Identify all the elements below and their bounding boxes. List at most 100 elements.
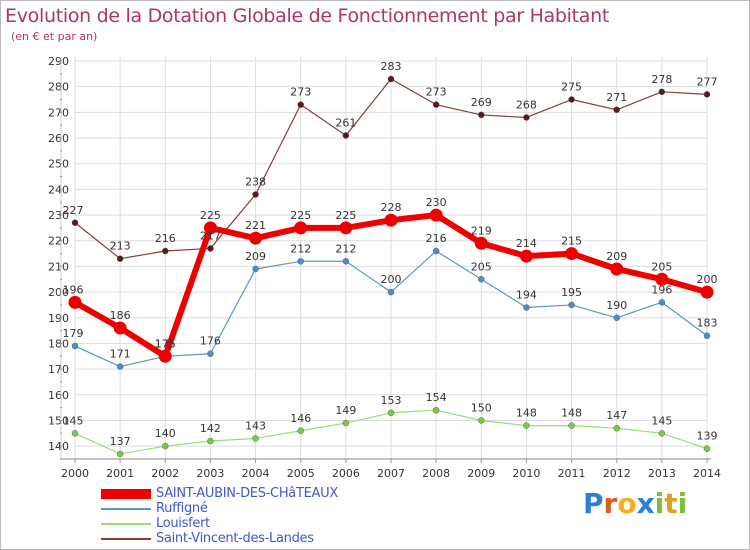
legend-swatch: [101, 523, 151, 525]
brand-logo: Proxiti: [583, 487, 687, 520]
x-tick-label: 2011: [558, 467, 586, 480]
data-label: 269: [471, 96, 492, 109]
brand-letter: t: [664, 487, 678, 520]
x-tick-label: 2014: [693, 467, 721, 480]
data-label: 277: [697, 75, 718, 88]
data-label: 261: [335, 116, 356, 129]
data-label: 217: [200, 229, 221, 242]
legend-item: SAINT-AUBIN-DES-CHâTEAUX: [101, 486, 401, 502]
y-tick-label: 220: [48, 235, 69, 248]
series-point: [523, 114, 530, 121]
data-label: 209: [606, 250, 627, 263]
data-label: 183: [697, 317, 718, 330]
series-point: [432, 101, 440, 108]
series-point: [207, 437, 214, 445]
data-label: 230: [426, 196, 447, 209]
data-label: 194: [516, 289, 537, 302]
y-tick-label: 180: [48, 337, 69, 350]
data-label: 140: [155, 427, 176, 440]
series-point: [252, 191, 259, 198]
series-point: [116, 450, 124, 458]
series-point: [610, 262, 624, 276]
y-tick-label: 150: [48, 414, 69, 427]
data-label: 143: [245, 419, 266, 432]
data-label: 171: [110, 348, 131, 361]
series-point: [387, 409, 395, 416]
data-label: 175: [155, 337, 176, 350]
data-label: 227: [63, 204, 84, 217]
brand-letter: i: [654, 487, 665, 520]
series-point: [113, 321, 127, 335]
series-point: [297, 258, 304, 265]
data-label: 225: [335, 209, 356, 222]
data-label: 219: [471, 224, 492, 237]
x-tick-label: 2002: [151, 467, 179, 480]
series-point: [387, 288, 395, 296]
chart-title: Evolution de la Dotation Globale de Fonc…: [5, 5, 610, 27]
data-label: 150: [471, 401, 492, 414]
legend-label: Saint-Vincent-des-Landes: [156, 531, 314, 546]
legend-label: Ruffigné: [156, 501, 208, 516]
series-point: [478, 111, 485, 119]
series-point: [249, 231, 263, 245]
data-label: 216: [426, 232, 447, 245]
series-point: [658, 299, 666, 306]
data-label: 147: [606, 409, 627, 422]
legend-item: Louisfert: [101, 516, 401, 532]
data-label: 200: [697, 273, 718, 286]
series-point: [162, 247, 169, 255]
series-point: [203, 221, 217, 235]
series-point: [658, 430, 666, 437]
data-label: 200: [381, 273, 402, 286]
series-point: [116, 363, 124, 370]
data-label: 209: [245, 250, 266, 263]
series-point: [252, 265, 259, 273]
series-point: [432, 247, 440, 255]
series-point: [565, 247, 579, 261]
x-tick-label: 2007: [377, 467, 405, 480]
data-label: 228: [381, 201, 402, 214]
brand-letter: i: [677, 487, 688, 520]
data-label: 238: [245, 176, 266, 189]
y-tick-label: 200: [48, 286, 69, 299]
legend-item: Saint-Vincent-des-Landes: [101, 531, 401, 547]
data-label: 148: [516, 407, 537, 420]
data-label: 271: [606, 91, 627, 104]
series-point: [297, 101, 304, 108]
series-point: [658, 88, 666, 96]
x-tick-label: 2003: [196, 467, 224, 480]
y-tick-label: 270: [48, 106, 69, 119]
y-tick-label: 160: [48, 389, 69, 402]
series-point: [297, 427, 304, 434]
data-label: 149: [335, 404, 356, 417]
x-tick-label: 2001: [106, 467, 134, 480]
data-label: 215: [561, 235, 582, 248]
series-point: [523, 304, 530, 311]
series-point: [68, 295, 82, 309]
brand-letter: x: [636, 487, 655, 520]
y-tick-label: 280: [48, 81, 69, 94]
x-tick-label: 2004: [242, 467, 270, 480]
series-point: [71, 430, 79, 437]
data-label: 205: [651, 260, 672, 273]
series-point: [613, 314, 620, 321]
series-point: [162, 442, 169, 450]
series-point: [432, 407, 440, 414]
x-tick-label: 2006: [332, 467, 360, 480]
y-tick-label: 260: [48, 132, 69, 145]
data-label: 176: [200, 335, 221, 348]
series-point: [342, 419, 350, 427]
data-label: 278: [651, 73, 672, 86]
series-point: [478, 276, 485, 283]
data-label: 175: [155, 337, 176, 350]
data-label: 221: [245, 219, 266, 232]
data-label: 212: [290, 242, 311, 255]
series-point: [116, 255, 124, 262]
data-label: 142: [200, 422, 221, 435]
y-tick-label: 190: [48, 312, 69, 325]
series-point: [294, 221, 308, 235]
data-label: 179: [63, 327, 84, 340]
data-label: 195: [561, 286, 582, 299]
series-point: [519, 249, 533, 263]
x-tick-label: 2012: [603, 467, 631, 480]
